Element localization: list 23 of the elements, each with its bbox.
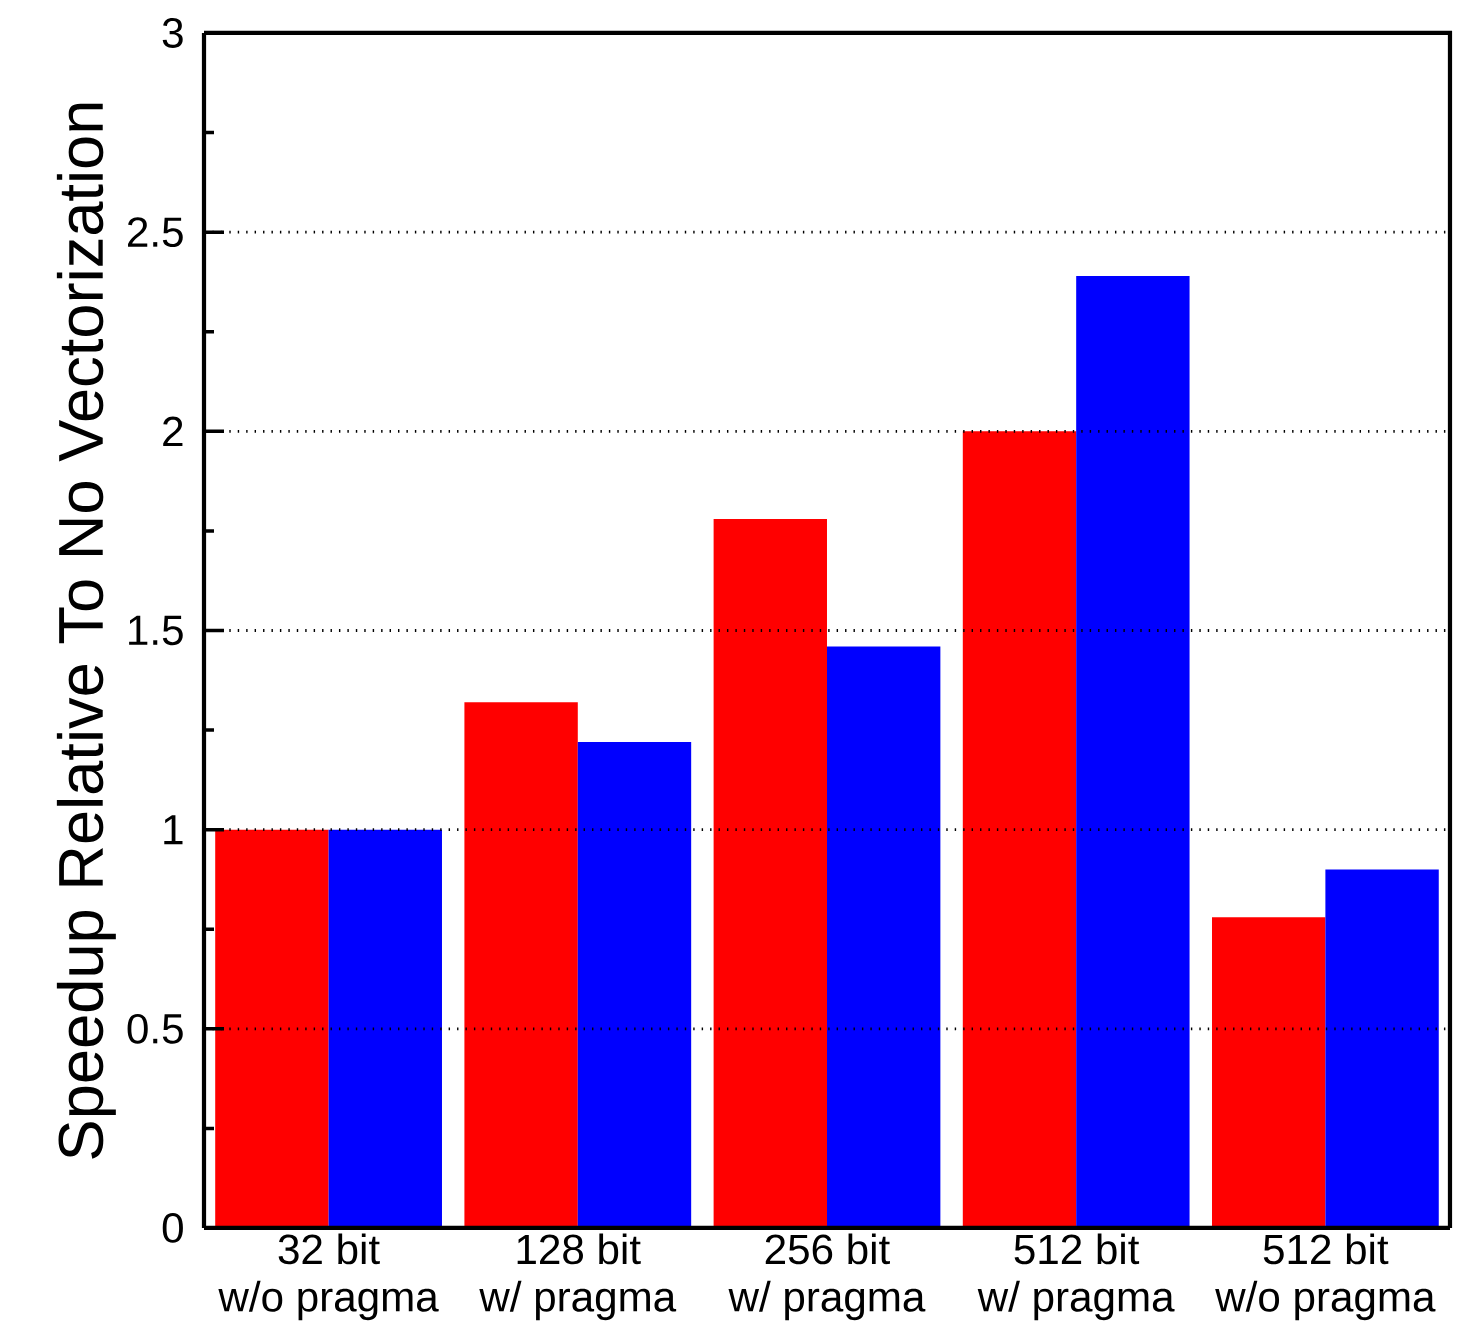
x-tick-label: 512 bit w/o pragma bbox=[1215, 1233, 1436, 1321]
bar bbox=[1325, 869, 1439, 1228]
bar bbox=[328, 829, 442, 1228]
y-tick-label: 0.5 bbox=[127, 1013, 183, 1044]
x-tick-label: 128 bit w/ pragma bbox=[479, 1233, 677, 1321]
y-tick-label: 2 bbox=[163, 416, 183, 447]
y-tick-label: 3 bbox=[162, 18, 183, 48]
bar bbox=[962, 431, 1077, 1228]
x-tick-label: 512 bit w/ pragma bbox=[977, 1233, 1175, 1321]
y-tick-label: 1.5 bbox=[129, 615, 183, 646]
bar bbox=[577, 742, 692, 1228]
y-tick-label: 2.5 bbox=[128, 217, 183, 248]
bar bbox=[826, 646, 941, 1228]
bar bbox=[215, 829, 329, 1228]
bar bbox=[713, 518, 827, 1228]
bar bbox=[1076, 275, 1190, 1228]
y-tick-label: 1 bbox=[164, 815, 183, 845]
bar bbox=[464, 702, 578, 1228]
x-tick-label: 32 bit w/o pragma bbox=[218, 1233, 439, 1321]
bar bbox=[1212, 917, 1326, 1228]
y-axis-title: Speedup Relative To No Vectorization bbox=[56, 103, 116, 1159]
x-tick-label: 256 bit w/ pragma bbox=[728, 1233, 926, 1321]
y-tick-label: 0 bbox=[162, 1213, 183, 1243]
